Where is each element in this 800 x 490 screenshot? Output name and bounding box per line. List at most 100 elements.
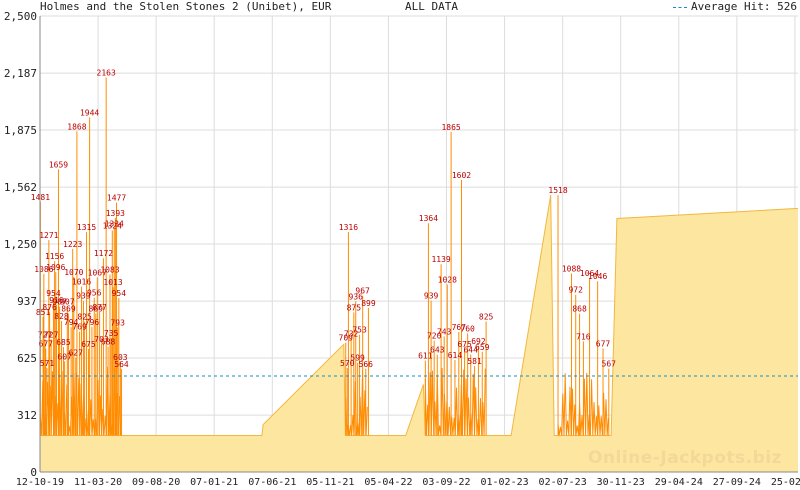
- hit-label-86: 716: [576, 332, 591, 341]
- hit-label-78: 581: [467, 357, 482, 366]
- hit-label-16: 685: [56, 338, 71, 347]
- hit-label-18: 907: [60, 298, 75, 307]
- hit-label-2: 1086: [34, 265, 53, 274]
- hit-label-75: 675: [457, 340, 472, 349]
- hit-label-77: 644: [463, 346, 478, 355]
- hit-label-8: 727: [44, 330, 59, 339]
- hit-label-67: 643: [430, 346, 445, 355]
- hit-label-61: 566: [359, 360, 374, 369]
- y-tick-label-7: 2,187: [4, 67, 37, 80]
- hit-label-63: 611: [418, 352, 433, 361]
- hit-label-15: 828: [54, 312, 69, 321]
- x-tick-label-12: 27-09-24: [713, 477, 761, 488]
- hit-label-11: 1096: [46, 263, 65, 272]
- x-tick-label-6: 05-04-22: [364, 477, 412, 488]
- average-line-swatch: [673, 6, 688, 8]
- hit-label-88: 1046: [588, 272, 607, 281]
- hit-label-41: 1083: [100, 265, 119, 274]
- hit-label-66: 720: [427, 332, 442, 341]
- x-tick-label-3: 07-01-21: [190, 477, 238, 488]
- hit-label-38: 1172: [94, 249, 113, 258]
- hit-label-87: 1064: [580, 269, 599, 278]
- hit-label-57: 936: [349, 292, 364, 301]
- hit-label-32: 796: [85, 318, 100, 327]
- hit-label-44: 1013: [103, 278, 122, 287]
- hit-label-58: 599: [350, 354, 365, 363]
- hit-label-3: 727: [38, 330, 53, 339]
- x-tick-label-4: 07-06-21: [248, 477, 296, 488]
- hit-label-30: 675: [81, 340, 96, 349]
- hit-label-45: 1334: [105, 220, 124, 229]
- range-label: ALL DATA: [405, 0, 458, 13]
- hit-band-3: [557, 372, 609, 436]
- hit-label-52: 709: [339, 334, 354, 343]
- watermark-logo: Online-Jackpots.biz: [587, 448, 782, 468]
- hit-label-9: 954: [46, 289, 61, 298]
- hit-label-70: 1028: [438, 275, 457, 284]
- hit-label-17: 607: [57, 352, 72, 361]
- hit-label-37: 703: [94, 335, 109, 344]
- hit-label-65: 939: [424, 292, 439, 301]
- area-outline: [40, 195, 799, 436]
- y-tick-label-3: 937: [17, 295, 37, 308]
- hit-label-28: 825: [77, 313, 92, 322]
- hit-label-35: 1067: [88, 268, 107, 277]
- hit-label-83: 1088: [562, 265, 581, 274]
- hit-label-72: 614: [448, 351, 463, 360]
- hit-label-79: 692: [471, 337, 486, 346]
- y-tick-label-2: 625: [17, 352, 37, 365]
- hit-label-68: 1139: [431, 255, 450, 264]
- hit-label-29: 1315: [77, 223, 96, 232]
- x-tick-label-1: 11-03-20: [74, 477, 122, 488]
- hit-label-22: 1070: [64, 268, 83, 277]
- hit-band-0: [39, 366, 122, 436]
- hit-label-4: 677: [39, 340, 54, 349]
- hit-label-48: 793: [110, 318, 125, 327]
- y-tick-label-8: 2,500: [4, 10, 37, 23]
- hit-band-1: [345, 370, 368, 436]
- x-tick-label-13: 25-02-25: [771, 477, 800, 488]
- x-tick-label-2: 09-08-20: [132, 477, 180, 488]
- hit-label-6: 1271: [39, 231, 58, 240]
- y-tick-label-1: 312: [17, 409, 37, 422]
- average-hit-legend: Average Hit: 526: [673, 0, 797, 13]
- hit-label-7: 876: [42, 303, 57, 312]
- x-tick-label-5: 05-11-21: [306, 477, 354, 488]
- hit-label-54: 1316: [339, 223, 358, 232]
- hit-label-51: 564: [114, 360, 129, 369]
- hit-label-1: 851: [36, 308, 51, 317]
- area-fill: [40, 195, 798, 472]
- hit-label-23: 627: [69, 349, 84, 358]
- hit-label-82: 1518: [548, 186, 567, 195]
- hit-label-13: 1659: [49, 160, 68, 169]
- hit-label-31: 1944: [80, 108, 99, 117]
- hit-label-80: 659: [475, 343, 490, 352]
- hit-label-62: 899: [361, 299, 376, 308]
- hit-label-20: 794: [64, 318, 79, 327]
- x-tick-label-9: 02-07-23: [539, 477, 587, 488]
- chart-title: Holmes and the Stolen Stones 2 (Unibet),…: [40, 0, 332, 13]
- hit-band-2: [424, 367, 486, 436]
- y-tick-label-5: 1,562: [4, 181, 37, 194]
- hit-label-55: 732: [344, 329, 359, 338]
- hit-label-53: 570: [340, 359, 355, 368]
- hit-label-5: 571: [40, 359, 55, 368]
- x-tick-label-8: 01-02-23: [480, 477, 528, 488]
- hit-label-12: 916: [49, 296, 64, 305]
- hit-label-60: 967: [355, 287, 370, 296]
- y-tick-label-6: 1,875: [4, 124, 37, 137]
- hit-label-64: 1364: [419, 214, 438, 223]
- hit-label-89: 677: [596, 340, 611, 349]
- hit-label-59: 753: [352, 326, 367, 335]
- hit-label-40: 688: [101, 338, 116, 347]
- y-tick-label-0: 0: [30, 466, 37, 479]
- hit-label-25: 769: [72, 323, 87, 332]
- hit-label-24: 1868: [67, 122, 86, 131]
- hit-label-71: 1865: [441, 123, 460, 132]
- hit-label-76: 760: [460, 324, 475, 333]
- hit-label-14: 907: [52, 298, 67, 307]
- hit-label-84: 972: [568, 286, 583, 295]
- hit-label-50: 603: [113, 353, 128, 362]
- hit-label-74: 1602: [452, 171, 471, 180]
